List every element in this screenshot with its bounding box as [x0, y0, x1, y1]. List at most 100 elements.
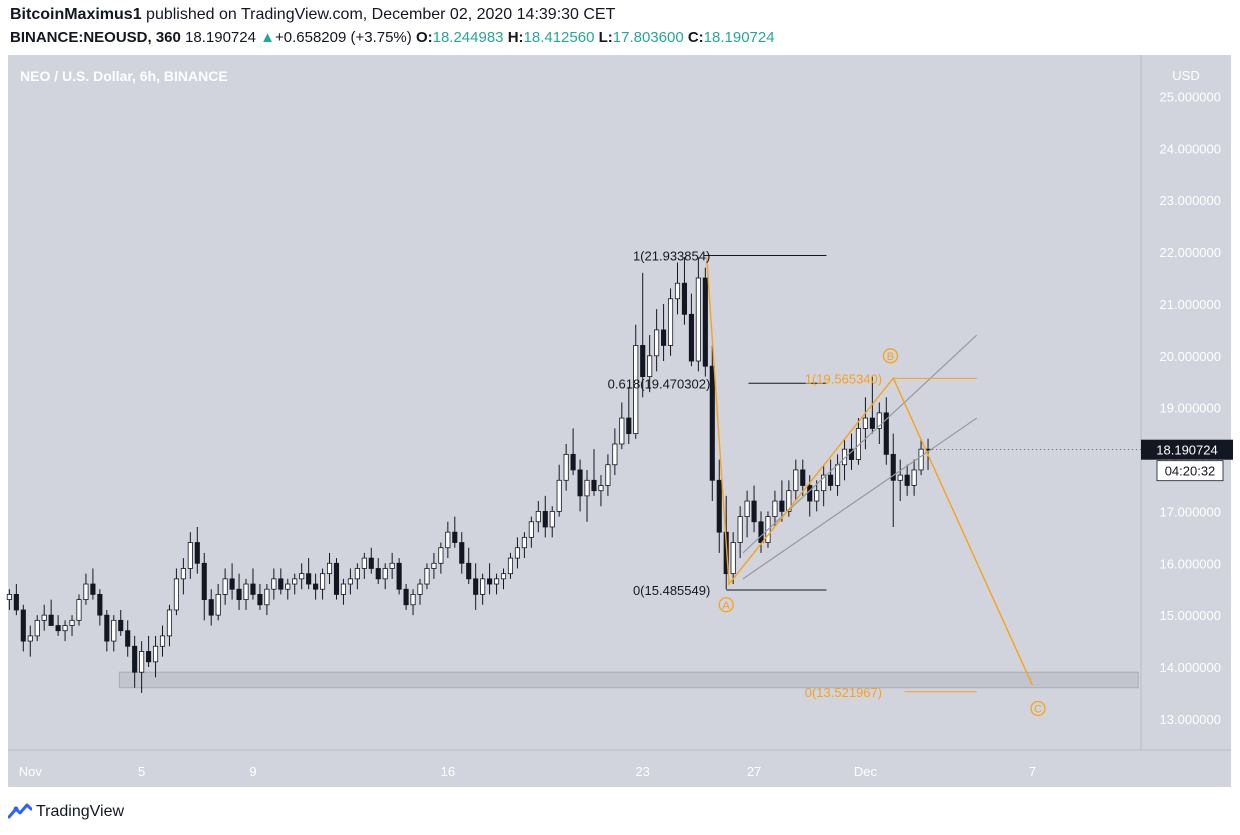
candle[interactable]	[48, 599, 54, 626]
candle[interactable]	[20, 604, 26, 652]
last-price-tag[interactable]	[1141, 439, 1233, 460]
candle[interactable]	[396, 558, 402, 595]
candle[interactable]	[521, 532, 527, 559]
wave-label-a[interactable]: A	[718, 597, 734, 613]
candle[interactable]	[41, 604, 47, 631]
candle[interactable]	[340, 578, 347, 605]
candle[interactable]	[598, 475, 604, 507]
candle[interactable]	[208, 589, 214, 626]
candle[interactable]	[299, 563, 305, 590]
candle[interactable]	[375, 558, 381, 585]
candle[interactable]	[166, 604, 173, 647]
candle[interactable]	[702, 267, 708, 377]
candle[interactable]	[535, 501, 541, 533]
candle[interactable]	[883, 397, 889, 465]
wave-label-b[interactable]: B	[882, 348, 899, 364]
tradingview-brand[interactable]: TradingView	[36, 803, 125, 820]
candle[interactable]	[250, 568, 256, 600]
candle[interactable]	[695, 257, 701, 372]
candle[interactable]	[417, 578, 423, 605]
candle[interactable]	[890, 433, 896, 527]
candle[interactable]	[751, 485, 757, 533]
candle[interactable]	[445, 521, 451, 559]
candle[interactable]	[466, 547, 472, 585]
candle[interactable]	[118, 609, 124, 636]
candle[interactable]	[243, 578, 249, 610]
candle[interactable]	[584, 469, 590, 522]
candle[interactable]	[83, 573, 89, 605]
candle[interactable]	[556, 464, 562, 517]
candle[interactable]	[187, 532, 193, 579]
candle[interactable]	[180, 558, 186, 595]
time-axis[interactable]	[8, 750, 1231, 787]
candle[interactable]	[146, 635, 152, 668]
candle[interactable]	[111, 615, 117, 652]
candle[interactable]	[125, 620, 131, 657]
candle[interactable]	[76, 594, 82, 626]
candle[interactable]	[619, 402, 625, 450]
candle[interactable]	[354, 563, 360, 590]
candle[interactable]	[709, 345, 715, 502]
candle[interactable]	[368, 547, 374, 574]
candle[interactable]	[27, 625, 33, 657]
candle[interactable]	[758, 511, 764, 553]
candle[interactable]	[173, 568, 179, 616]
candle[interactable]	[215, 584, 221, 621]
candle[interactable]	[897, 459, 903, 502]
candle[interactable]	[473, 563, 479, 610]
candle[interactable]	[542, 495, 548, 538]
candle[interactable]	[487, 563, 493, 595]
candle[interactable]	[264, 584, 270, 616]
candle[interactable]	[633, 324, 639, 439]
candle[interactable]	[514, 537, 520, 569]
author-name[interactable]: BitcoinMaximus1	[10, 6, 142, 23]
candle[interactable]	[744, 490, 750, 538]
candle[interactable]	[438, 542, 444, 574]
candle[interactable]	[654, 309, 660, 372]
candle[interactable]	[333, 558, 340, 600]
candle[interactable]	[688, 293, 694, 367]
candle[interactable]	[911, 459, 917, 496]
candle[interactable]	[285, 578, 291, 600]
price-chart[interactable]: NEO / U.S. Dollar, 6h, BINANCE USD 13.00…	[0, 0, 1240, 800]
candle[interactable]	[452, 516, 458, 548]
candle[interactable]	[828, 459, 834, 491]
candle[interactable]	[549, 506, 555, 538]
channel-line[interactable]	[742, 417, 978, 580]
candle[interactable]	[34, 615, 40, 642]
candle[interactable]	[779, 480, 785, 522]
candle[interactable]	[159, 625, 166, 657]
support-zone[interactable]	[118, 671, 1139, 689]
candle[interactable]	[862, 397, 868, 450]
candle[interactable]	[591, 449, 597, 496]
candle[interactable]	[382, 563, 388, 590]
candle[interactable]	[6, 589, 12, 610]
candle[interactable]	[793, 459, 799, 502]
candle[interactable]	[681, 257, 688, 325]
candle[interactable]	[257, 584, 263, 610]
candle[interactable]	[104, 609, 110, 652]
candle[interactable]	[814, 480, 820, 512]
candle[interactable]	[661, 303, 667, 362]
candle[interactable]	[431, 552, 437, 579]
candle[interactable]	[361, 552, 367, 579]
candle[interactable]	[424, 563, 430, 590]
candle[interactable]	[403, 584, 409, 610]
candle[interactable]	[132, 635, 138, 688]
candle[interactable]	[229, 563, 235, 600]
candle[interactable]	[772, 490, 778, 527]
candle[interactable]	[271, 568, 277, 600]
candle[interactable]	[313, 573, 319, 600]
candle[interactable]	[201, 552, 207, 621]
candle[interactable]	[326, 552, 333, 585]
candle[interactable]	[876, 402, 882, 444]
candle[interactable]	[306, 558, 312, 590]
candle[interactable]	[139, 641, 145, 693]
candle[interactable]	[222, 568, 228, 605]
price-axis[interactable]	[1141, 55, 1231, 750]
candle[interactable]	[69, 615, 75, 636]
candle[interactable]	[507, 552, 514, 579]
candle[interactable]	[626, 386, 632, 444]
candle[interactable]	[347, 568, 353, 595]
candle[interactable]	[716, 459, 722, 553]
